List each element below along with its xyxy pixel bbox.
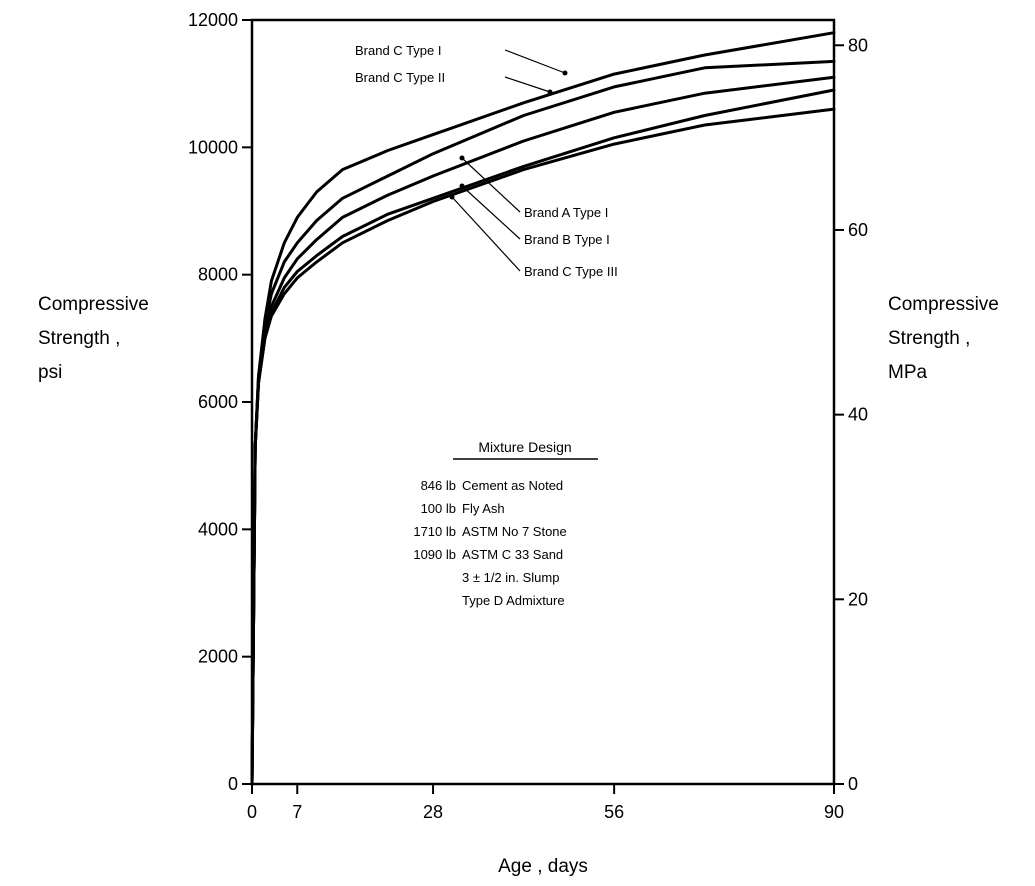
series-label: Brand C Type II xyxy=(355,70,445,85)
y-left-tick-label: 6000 xyxy=(198,392,238,412)
series-line-4 xyxy=(250,107,836,786)
mixture-item: 3 ± 1/2 in. Slump xyxy=(462,570,559,585)
callout-leader xyxy=(504,76,551,93)
series-line-0 xyxy=(250,31,836,786)
x-tick-label: 28 xyxy=(423,802,443,822)
y-left-axis-title: Strength , xyxy=(38,328,120,349)
callout-leader xyxy=(451,196,521,272)
y-right-axis-title: Strength , xyxy=(888,328,970,349)
callout-arrowhead xyxy=(449,194,455,200)
series-label: Brand C Type I xyxy=(355,43,441,58)
series-line-1 xyxy=(250,59,836,786)
series-label: Brand A Type I xyxy=(524,205,608,220)
mixture-design-title: Mixture Design xyxy=(478,439,571,455)
callout-arrowhead xyxy=(459,183,465,189)
y-right-tick-label: 40 xyxy=(848,405,868,425)
y-left-tick-label: 2000 xyxy=(198,647,238,667)
x-tick-label: 7 xyxy=(292,802,302,822)
series-line-3 xyxy=(250,88,836,786)
mixture-item: ASTM C 33 Sand xyxy=(462,547,563,562)
y-right-tick-label: 80 xyxy=(848,35,868,55)
y-right-tick-label: 0 xyxy=(848,774,858,794)
callout-arrowhead xyxy=(562,70,568,76)
x-axis-title: Age , days xyxy=(498,856,588,877)
y-left-tick-label: 8000 xyxy=(198,265,238,285)
y-left-axis-title: psi xyxy=(38,362,62,383)
y-right-axis-title: Compressive xyxy=(888,294,999,315)
mixture-qty: 1710 lb xyxy=(413,524,456,539)
series-line-2 xyxy=(250,75,836,786)
y-left-tick-label: 10000 xyxy=(188,137,238,157)
mixture-item: Fly Ash xyxy=(462,501,505,516)
callout-leader xyxy=(461,185,521,240)
callout-arrowhead xyxy=(459,155,465,161)
mixture-qty: 846 lb xyxy=(421,478,456,493)
mixture-item: ASTM No 7 Stone xyxy=(462,524,567,539)
x-tick-label: 56 xyxy=(604,802,624,822)
callout-arrowhead xyxy=(547,89,553,95)
y-right-tick-label: 60 xyxy=(848,220,868,240)
callout-leader xyxy=(461,157,521,213)
callout-leader xyxy=(504,49,566,74)
y-left-tick-label: 0 xyxy=(228,774,238,794)
x-tick-label: 0 xyxy=(247,802,257,822)
mixture-qty: 1090 lb xyxy=(413,547,456,562)
mixture-item: Cement as Noted xyxy=(462,478,563,493)
mixture-item: Type D Admixture xyxy=(462,593,565,608)
mixture-qty: 100 lb xyxy=(421,501,456,516)
y-right-tick-label: 20 xyxy=(848,589,868,609)
series-label: Brand C Type III xyxy=(524,264,618,279)
y-right-axis-title: MPa xyxy=(888,362,928,383)
x-tick-label: 90 xyxy=(824,802,844,822)
y-left-tick-label: 12000 xyxy=(188,10,238,30)
y-left-axis-title: Compressive xyxy=(38,294,149,315)
y-left-tick-label: 4000 xyxy=(198,519,238,539)
series-label: Brand B Type I xyxy=(524,232,610,247)
